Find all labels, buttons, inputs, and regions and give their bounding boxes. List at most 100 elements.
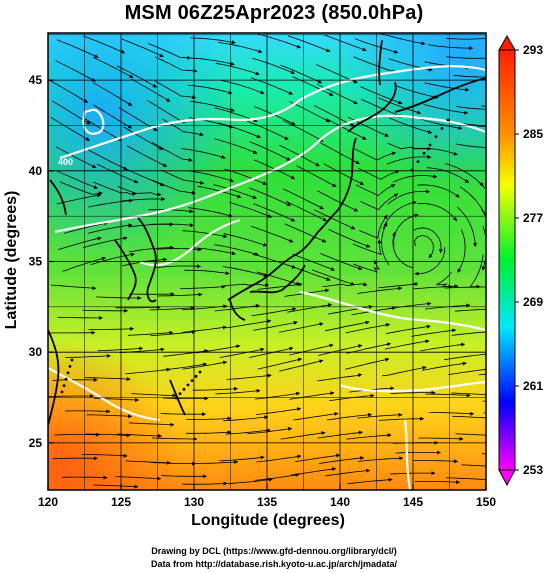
streamline [180, 284, 226, 290]
streamline [322, 282, 368, 288]
streamline [59, 181, 103, 196]
streamline [82, 308, 128, 313]
streamline [428, 411, 475, 416]
streamline [226, 319, 272, 329]
streamline [229, 201, 272, 218]
streamline [82, 35, 126, 54]
streamline [459, 186, 486, 222]
streamline [358, 168, 400, 180]
streamline [86, 148, 128, 171]
streamline [413, 227, 443, 254]
streamline [92, 484, 139, 489]
streamline [190, 247, 236, 256]
streamline [358, 456, 404, 462]
streamline [387, 189, 430, 205]
streamline [285, 201, 327, 222]
streamline [87, 223, 133, 234]
streamline [85, 377, 131, 382]
streamline [54, 432, 100, 437]
streamline [461, 464, 486, 467]
streamline [382, 365, 427, 377]
streamline [197, 185, 242, 199]
streamline [93, 82, 133, 106]
streamline [386, 301, 432, 310]
streamline [317, 190, 359, 212]
streamline [291, 467, 337, 476]
streamline [455, 433, 486, 436]
streamline [284, 223, 327, 243]
streamline [325, 468, 371, 477]
streamline [381, 33, 426, 46]
streamline [426, 167, 470, 184]
streamline [182, 230, 228, 239]
streamline [148, 43, 191, 60]
streamline [255, 391, 301, 400]
streamline [181, 148, 226, 159]
x-tick-label: 135 [257, 495, 277, 509]
colorbar-scale [498, 49, 516, 471]
streamline [50, 284, 97, 291]
streamline [381, 222, 390, 266]
streamline [224, 283, 270, 288]
streamline [257, 282, 303, 290]
streamline [453, 74, 486, 78]
streamline [257, 357, 302, 370]
streamline [148, 223, 194, 228]
streamline [384, 339, 430, 350]
streamline [151, 437, 198, 441]
island-dot [194, 374, 198, 378]
streamline [48, 79, 89, 103]
streamline [451, 331, 486, 336]
streamline [217, 122, 261, 139]
streamline [326, 118, 367, 140]
streamline [218, 42, 263, 54]
streamline [88, 198, 134, 208]
x-tick-label: 120 [38, 495, 58, 509]
streamline [457, 229, 466, 273]
streamline [346, 342, 391, 354]
streamline [249, 346, 294, 358]
streamline [378, 281, 419, 289]
x-axis-label: Longitude (degrees) [191, 512, 345, 529]
streamline [417, 202, 458, 222]
streamline [215, 62, 260, 76]
streamline [56, 170, 98, 189]
island-dot [60, 390, 64, 394]
streamline [225, 428, 271, 435]
island-dot [190, 379, 194, 383]
streamline [161, 169, 205, 185]
island-dot [428, 143, 432, 147]
streamline [353, 260, 380, 273]
streamline [389, 471, 436, 476]
streamline [311, 269, 355, 286]
island-dot [70, 358, 74, 362]
y-tick-label: 30 [29, 345, 43, 359]
y-axis-ticks: 25 30 35 40 45 [29, 73, 54, 450]
colorbar-tick-label: 261 [523, 379, 543, 393]
streamline [421, 361, 467, 371]
y-tick-label: 45 [29, 73, 43, 87]
streamline [423, 104, 469, 115]
streamline [414, 480, 461, 485]
streamline [425, 393, 471, 398]
streamline [221, 79, 265, 95]
streamline [446, 37, 486, 40]
streamline [117, 185, 162, 197]
streamline [393, 213, 419, 248]
streamline [386, 155, 432, 165]
streamline [323, 163, 364, 185]
streamline [181, 325, 227, 333]
streamline [249, 187, 291, 207]
coastlines [48, 39, 486, 426]
streamline [62, 256, 106, 272]
streamline [378, 97, 422, 115]
streamline [223, 233, 268, 247]
streamline [424, 82, 470, 92]
streamline [289, 343, 334, 356]
streamline [278, 322, 324, 333]
streamline [249, 141, 291, 161]
island-dot [66, 371, 70, 375]
streamline [254, 473, 300, 481]
streamline [446, 56, 486, 59]
